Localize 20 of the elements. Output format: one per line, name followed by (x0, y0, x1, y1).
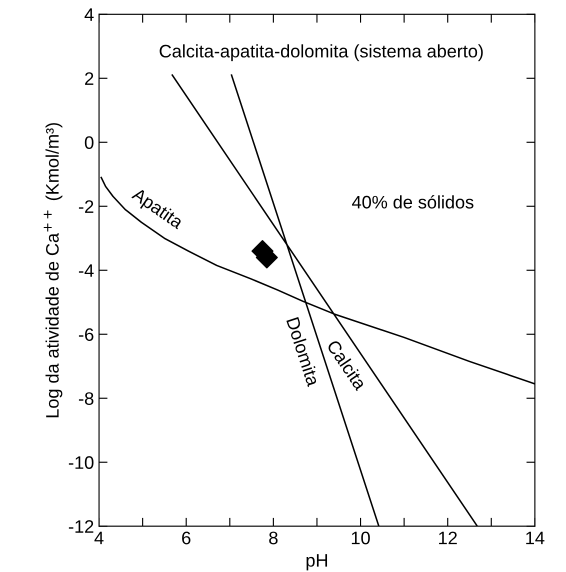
y-tick-label: 0 (84, 136, 94, 150)
y-tick-label: -8 (78, 392, 94, 405)
y-tick-label: -6 (78, 328, 94, 341)
x-tick-label: 14 (526, 532, 544, 544)
x-tick-label: 12 (439, 532, 457, 544)
y-tick-label: -10 (68, 456, 94, 469)
x-tick-label: 8 (269, 532, 278, 544)
y-tick-label: 4 (84, 8, 94, 21)
x-tick-label: 4 (94, 532, 104, 544)
y-tick-label: -2 (78, 200, 94, 213)
x-tick-label: 6 (182, 532, 190, 544)
x-axis-title: pH (306, 554, 328, 570)
x-tick-label: 10 (352, 532, 370, 544)
annotation: 40% de sólidos (352, 195, 474, 209)
annotation: Calcita-apatita-dolomita (sistema aberto) (160, 44, 483, 62)
y-tick-label: -4 (78, 264, 94, 277)
y-tick-label: 2 (85, 72, 94, 85)
y-axis-title: Log da atividade de Ca$^{++}$ (Kmol/m³) (44, 123, 62, 418)
y-tick-label: -12 (68, 520, 94, 533)
text: Dolomita (286, 316, 320, 388)
